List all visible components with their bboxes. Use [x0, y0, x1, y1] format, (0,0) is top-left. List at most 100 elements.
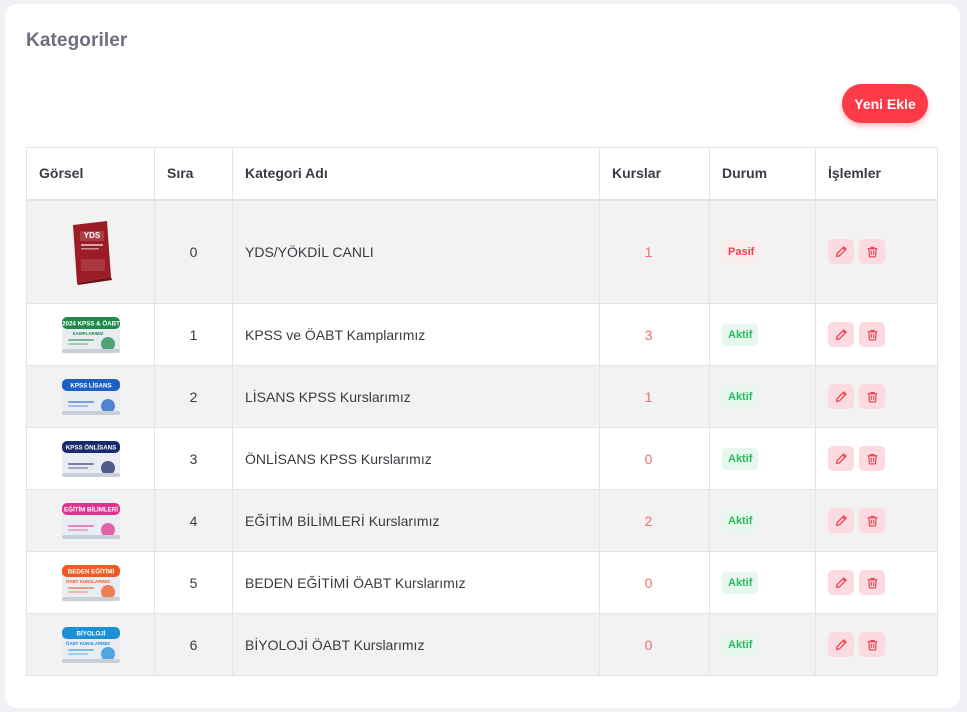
pencil-icon [835, 328, 848, 341]
svg-text:EĞİTİM BİLİMLERİ: EĞİTİM BİLİMLERİ [64, 505, 118, 513]
category-thumbnail: 2024 KPSS & ÖABT KAMPLARIMIZ [60, 315, 122, 355]
svg-text:BİYOLOJİ: BİYOLOJİ [76, 630, 105, 637]
actions-cell [815, 613, 938, 676]
image-cell: BİYOLOJİ ÖABT KURSLARIMIZ [26, 613, 155, 676]
category-thumbnail: YDS [67, 219, 115, 286]
actions-cell [815, 199, 938, 304]
status-cell: Aktif [709, 427, 816, 490]
category-name-cell: YDS/YÖKDİL CANLI [232, 199, 600, 304]
actions-cell [815, 427, 938, 490]
table-row: EĞİTİM BİLİMLERİ 4 EĞİTİM BİLİMLERİ Kurs… [26, 489, 938, 552]
image-cell: YDS [26, 199, 155, 304]
status-badge: Aktif [722, 447, 759, 470]
header-image: Görsel [26, 147, 155, 201]
table-header-row: Görsel Sıra Kategori Adı Kurslar Durum İ… [26, 147, 938, 201]
add-category-button[interactable]: Yeni Ekle [842, 84, 928, 123]
courses-count-cell: 0 [599, 551, 710, 614]
actions-cell [815, 489, 938, 552]
trash-icon [866, 638, 879, 652]
edit-button[interactable] [828, 446, 854, 471]
status-cell: Pasif [709, 199, 816, 304]
trash-icon [866, 514, 879, 528]
pencil-icon [835, 390, 848, 403]
svg-text:KPSS LİSANS: KPSS LİSANS [70, 382, 111, 389]
table-row: KPSS ÖNLİSANS 3 ÖNLİSANS KPSS Kurslarımı… [26, 427, 938, 490]
svg-text:KPSS ÖNLİSANS: KPSS ÖNLİSANS [65, 444, 116, 451]
status-badge: Aktif [722, 323, 759, 346]
trash-icon [866, 452, 879, 466]
category-name-cell: LİSANS KPSS Kurslarımız [232, 365, 600, 428]
courses-count-cell: 1 [599, 199, 710, 304]
delete-button[interactable] [859, 239, 885, 265]
actions-cell [815, 551, 938, 614]
trash-icon [866, 390, 879, 404]
order-cell: 2 [154, 365, 233, 428]
table-row: 2024 KPSS & ÖABT KAMPLARIMIZ 1 KPSS ve Ö… [26, 303, 938, 366]
row-actions [828, 322, 925, 347]
row-actions [828, 570, 925, 595]
row-actions [828, 632, 925, 657]
order-cell: 0 [154, 199, 233, 304]
row-actions [828, 239, 925, 265]
row-actions [828, 384, 925, 409]
edit-button[interactable] [828, 384, 854, 409]
status-cell: Aktif [709, 489, 816, 552]
image-cell: 2024 KPSS & ÖABT KAMPLARIMIZ [26, 303, 155, 366]
category-name-cell: BEDEN EĞİTİMİ ÖABT Kurslarımız [232, 551, 600, 614]
category-name-cell: BİYOLOJİ ÖABT Kurslarımız [232, 613, 600, 676]
categories-card: Kategoriler Yeni Ekle Görsel Sıra Katego… [5, 4, 960, 708]
trash-icon [866, 245, 879, 259]
order-cell: 3 [154, 427, 233, 490]
delete-button[interactable] [859, 322, 885, 347]
edit-button[interactable] [828, 570, 854, 595]
delete-button[interactable] [859, 446, 885, 471]
image-cell: KPSS ÖNLİSANS [26, 427, 155, 490]
edit-button[interactable] [828, 322, 854, 347]
order-cell: 4 [154, 489, 233, 552]
status-badge: Pasif [722, 240, 761, 263]
image-cell: KPSS LİSANS [26, 365, 155, 428]
category-name-cell: ÖNLİSANS KPSS Kurslarımız [232, 427, 600, 490]
courses-count-cell: 0 [599, 427, 710, 490]
image-cell: EĞİTİM BİLİMLERİ [26, 489, 155, 552]
delete-button[interactable] [859, 632, 885, 657]
actions-cell [815, 365, 938, 428]
order-cell: 5 [154, 551, 233, 614]
pencil-icon [835, 576, 848, 589]
category-name-cell: EĞİTİM BİLİMLERİ Kurslarımız [232, 489, 600, 552]
pencil-icon [835, 638, 848, 651]
status-badge: Aktif [722, 571, 759, 594]
table-row: BEDEN EĞİTİMİ ÖABT KURSLARIMIZ 5 BEDEN E… [26, 551, 938, 614]
edit-button[interactable] [828, 508, 854, 533]
edit-button[interactable] [828, 239, 854, 265]
table-row: BİYOLOJİ ÖABT KURSLARIMIZ 6 BİYOLOJİ ÖAB… [26, 613, 938, 676]
trash-icon [866, 576, 879, 590]
courses-count-cell: 3 [599, 303, 710, 366]
category-thumbnail: BEDEN EĞİTİMİ ÖABT KURSLARIMIZ [60, 563, 122, 603]
order-cell: 6 [154, 613, 233, 676]
courses-count-cell: 2 [599, 489, 710, 552]
courses-count-cell: 0 [599, 613, 710, 676]
status-badge: Aktif [722, 385, 759, 408]
actions-cell [815, 303, 938, 366]
category-thumbnail: KPSS ÖNLİSANS [60, 439, 122, 479]
svg-text:KAMPLARIMIZ: KAMPLARIMIZ [72, 331, 103, 336]
header-order: Sıra [154, 147, 233, 201]
delete-button[interactable] [859, 508, 885, 533]
header-courses: Kurslar [599, 147, 710, 201]
status-cell: Aktif [709, 613, 816, 676]
delete-button[interactable] [859, 570, 885, 595]
courses-count-cell: 1 [599, 365, 710, 428]
svg-text:YDS: YDS [83, 231, 100, 240]
edit-button[interactable] [828, 632, 854, 657]
svg-text:2024 KPSS & ÖABT: 2024 KPSS & ÖABT [62, 320, 120, 327]
header-category-name: Kategori Adı [232, 147, 600, 201]
status-cell: Aktif [709, 303, 816, 366]
category-thumbnail: KPSS LİSANS [60, 377, 122, 417]
order-cell: 1 [154, 303, 233, 366]
category-thumbnail: EĞİTİM BİLİMLERİ [60, 501, 122, 541]
row-actions [828, 446, 925, 471]
delete-button[interactable] [859, 384, 885, 409]
status-cell: Aktif [709, 365, 816, 428]
category-name-cell: KPSS ve ÖABT Kamplarımız [232, 303, 600, 366]
